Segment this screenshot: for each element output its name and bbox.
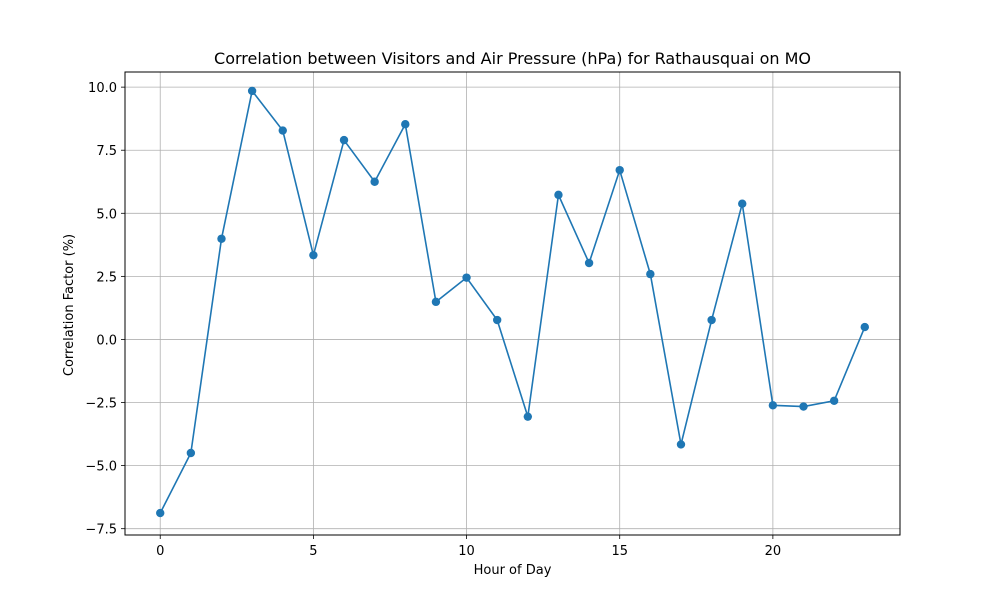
data-point	[615, 165, 624, 175]
y-tick-label: 2.5	[96, 270, 117, 285]
y-tick-label: 7.5	[96, 144, 117, 159]
series-line	[159, 89, 866, 514]
data-series	[156, 86, 869, 518]
data-point	[768, 401, 778, 410]
x-tick-label: 0	[156, 544, 164, 559]
data-point	[186, 448, 196, 458]
y-axis-label: Correlation Factor (%)	[62, 234, 77, 376]
plot-frame	[124, 71, 901, 536]
x-axis: 0 5 10 15 20	[156, 535, 781, 559]
data-point	[676, 440, 686, 449]
y-tick-label: 0.0	[96, 333, 117, 348]
data-point	[431, 297, 441, 307]
data-point	[462, 273, 471, 282]
data-point	[217, 234, 226, 243]
data-point	[799, 402, 808, 411]
data-point	[829, 396, 839, 405]
data-point	[707, 315, 716, 325]
y-tick-label: −7.5	[85, 523, 117, 538]
y-tick-label: 10.0	[88, 81, 117, 96]
data-point	[523, 412, 533, 421]
data-point	[646, 269, 655, 279]
x-axis-label: Hour of Day	[474, 563, 552, 578]
x-tick-label: 20	[765, 544, 782, 559]
y-axis: −7.5 −5.0 −2.5 0.0 2.5 5.0 7.5 10.0	[85, 81, 125, 538]
data-point	[339, 135, 349, 145]
data-point	[247, 86, 257, 96]
data-point	[738, 199, 747, 208]
x-tick-label: 10	[458, 544, 475, 559]
data-point	[584, 258, 594, 268]
data-point	[370, 177, 379, 186]
y-tick-label: 5.0	[96, 207, 117, 222]
y-tick-label: −2.5	[85, 397, 117, 412]
data-point	[492, 315, 502, 325]
data-point	[309, 250, 318, 260]
data-point	[860, 322, 869, 332]
chart-title: Correlation between Visitors and Air Pre…	[214, 49, 811, 68]
y-tick-label: −5.0	[85, 460, 117, 475]
data-point	[278, 126, 287, 135]
x-tick-label: 5	[309, 544, 317, 559]
data-point	[156, 508, 165, 518]
grid-lines	[125, 72, 900, 535]
data-point	[554, 190, 563, 200]
data-point	[401, 120, 410, 129]
x-tick-label: 15	[611, 544, 628, 559]
